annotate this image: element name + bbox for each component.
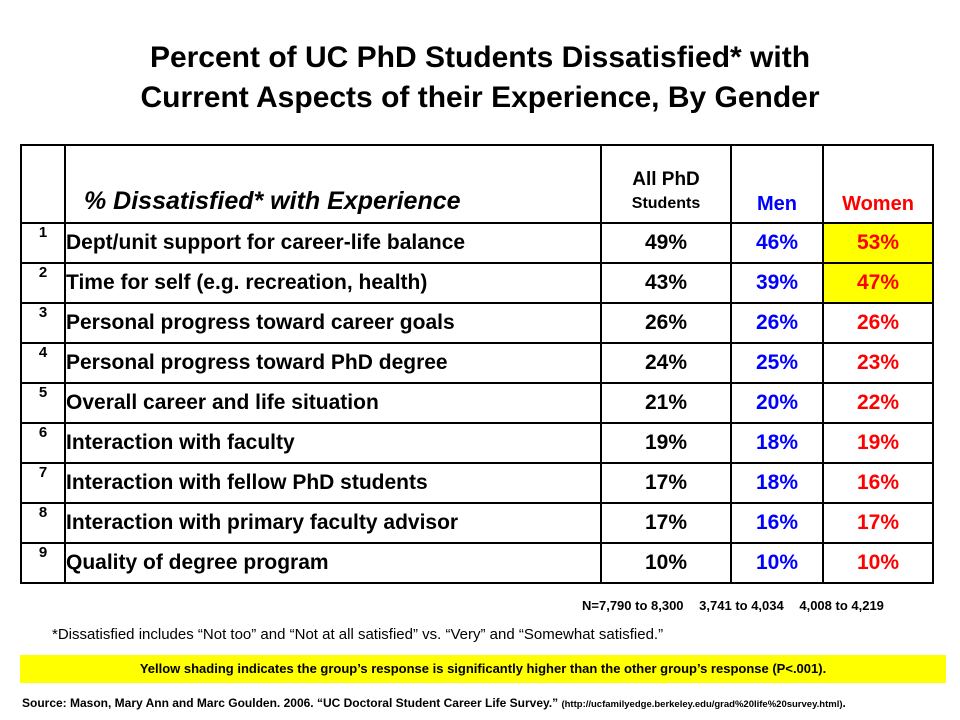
table-row: 7 Interaction with fellow PhD students 17%… bbox=[20, 462, 934, 504]
row-item-label: Dept/unit support for career-life balanc… bbox=[64, 222, 602, 264]
row-number: 4 bbox=[20, 342, 66, 384]
table-row: 3 Personal progress toward career goals 26… bbox=[20, 302, 934, 344]
row-all-value: 43% bbox=[600, 262, 732, 304]
source-end: . bbox=[842, 696, 846, 710]
header-women: Women bbox=[822, 144, 934, 224]
table-row: 4 Personal progress toward PhD degree 24% 2… bbox=[20, 342, 934, 384]
title-line-1: Percent of UC PhD Students Dissatisfied*… bbox=[149, 41, 811, 74]
row-all-value: 21% bbox=[600, 382, 732, 424]
row-all-value: 26% bbox=[600, 302, 732, 344]
sample-sizes: N=7,790 to 8,300 3,741 to 4,034 4,008 to… bbox=[582, 598, 896, 613]
row-all-value: 19% bbox=[600, 422, 732, 464]
row-all-value: 10% bbox=[600, 542, 732, 584]
header-all-line2: Students bbox=[631, 195, 701, 212]
table-header-row: % Dissatisfied* with Experience All PhD … bbox=[20, 144, 934, 224]
row-number: 3 bbox=[20, 302, 66, 344]
significance-note: Yellow shading indicates the group’s res… bbox=[20, 655, 946, 683]
row-number: 5 bbox=[20, 382, 66, 424]
row-all-value: 17% bbox=[600, 462, 732, 504]
header-num-cell bbox=[20, 144, 66, 224]
row-item-label: Time for self (e.g. recreation, health) bbox=[64, 262, 602, 304]
header-men: Men bbox=[730, 144, 824, 224]
title-line-2: Current Aspects of their Experience, By … bbox=[140, 81, 820, 114]
row-men-value: 16% bbox=[730, 502, 824, 544]
table-row: 5 Overall career and life situation 21% 20%… bbox=[20, 382, 934, 424]
row-all-value: 24% bbox=[600, 342, 732, 384]
row-men-value: 18% bbox=[730, 422, 824, 464]
header-item: % Dissatisfied* with Experience bbox=[64, 144, 602, 224]
dissatisfaction-table: % Dissatisfied* with Experience All PhD … bbox=[20, 144, 934, 584]
table-row: 9 Quality of degree program 10% 10% 10% bbox=[20, 542, 934, 584]
sample-size-men: 3,741 to 4,034 bbox=[699, 598, 784, 613]
row-number: 9 bbox=[20, 542, 66, 584]
row-men-value: 10% bbox=[730, 542, 824, 584]
row-women-value: 10% bbox=[822, 542, 934, 584]
table-row: 2 Time for self (e.g. recreation, health)… bbox=[20, 262, 934, 304]
row-all-value: 17% bbox=[600, 502, 732, 544]
row-women-value: 23% bbox=[822, 342, 934, 384]
header-all-line1: All PhD bbox=[632, 169, 700, 190]
source-text: Source: Mason, Mary Ann and Marc Goulden… bbox=[22, 696, 562, 710]
row-women-value: 16% bbox=[822, 462, 934, 504]
row-item-label: Personal progress toward career goals bbox=[64, 302, 602, 344]
row-item-label: Interaction with faculty bbox=[64, 422, 602, 464]
table-row: 1 Dept/unit support for career-life balan… bbox=[20, 222, 934, 264]
row-number: 6 bbox=[20, 422, 66, 464]
row-women-value: 17% bbox=[822, 502, 934, 544]
row-men-value: 18% bbox=[730, 462, 824, 504]
source-url: (http://ucfamilyedge.berkeley.edu/grad%2… bbox=[561, 699, 843, 710]
row-women-value: 19% bbox=[822, 422, 934, 464]
row-item-label: Interaction with primary faculty advisor bbox=[64, 502, 602, 544]
slide-title: Percent of UC PhD Students Dissatisfied*… bbox=[0, 38, 960, 118]
row-women-value: 22% bbox=[822, 382, 934, 424]
row-women-value: 26% bbox=[822, 302, 934, 344]
row-number: 2 bbox=[20, 262, 66, 304]
table-body: 1 Dept/unit support for career-life balan… bbox=[20, 222, 934, 584]
row-men-value: 39% bbox=[730, 262, 824, 304]
dissatisfied-footnote: *Dissatisfied includes “Not too” and “No… bbox=[52, 626, 664, 643]
row-men-value: 26% bbox=[730, 302, 824, 344]
source-citation: Source: Mason, Mary Ann and Marc Goulden… bbox=[22, 696, 952, 710]
table-row: 6 Interaction with faculty 19% 18% 19% bbox=[20, 422, 934, 464]
table-row: 8 Interaction with primary faculty adviso… bbox=[20, 502, 934, 544]
row-item-label: Personal progress toward PhD degree bbox=[64, 342, 602, 384]
row-men-value: 46% bbox=[730, 222, 824, 264]
row-item-label: Overall career and life situation bbox=[64, 382, 602, 424]
row-number: 1 bbox=[20, 222, 66, 264]
row-women-value: 47% bbox=[822, 262, 934, 304]
row-number: 8 bbox=[20, 502, 66, 544]
row-number: 7 bbox=[20, 462, 66, 504]
sample-size-all: N=7,790 to 8,300 bbox=[582, 598, 684, 613]
row-men-value: 25% bbox=[730, 342, 824, 384]
row-item-label: Quality of degree program bbox=[64, 542, 602, 584]
sample-size-women: 4,008 to 4,219 bbox=[799, 598, 884, 613]
header-all-students: All PhD Students bbox=[600, 144, 732, 224]
row-item-label: Interaction with fellow PhD students bbox=[64, 462, 602, 504]
row-women-value: 53% bbox=[822, 222, 934, 264]
row-men-value: 20% bbox=[730, 382, 824, 424]
row-all-value: 49% bbox=[600, 222, 732, 264]
